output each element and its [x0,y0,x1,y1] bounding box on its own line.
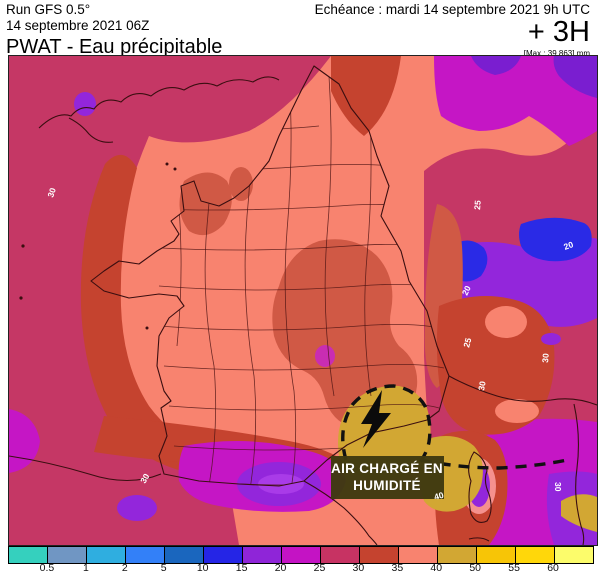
contour-labels: 30 25 20 20 25 30 30 30 40 30 [45,186,574,502]
echeance-label: Echéance : mardi 14 septembre 2021 9h UT… [314,2,590,17]
colorbar-tick-label: 60 [547,562,559,573]
map-frame: AIR CHARGÉ EN HUMIDITÉ 30 25 20 20 25 30 30 30 4… [8,55,598,546]
colorbar-tick-label: 20 [274,562,287,573]
contour-label: 30 [45,186,58,198]
colorbar-cell [9,547,48,563]
colorbar-tick-label: 30 [352,562,365,573]
colorbar-tick-label: 5 [160,562,167,573]
colorbar-cell [282,547,321,563]
pwat-map: AIR CHARGÉ EN HUMIDITÉ 30 25 20 20 25 30 30 30 4… [9,56,597,545]
colorbar-cell [399,547,438,563]
colorbar-cell [360,547,399,563]
colorbar-tick-label: 10 [196,562,209,573]
colorbar-tick-label: 0.5 [39,562,55,573]
colorbar-tick-label: 2 [121,562,128,573]
contour-label: 20 [562,239,575,252]
contour-label: 30 [476,380,488,391]
colorbar-tick-label: 15 [235,562,248,573]
colorbar [8,546,594,564]
colorbar-tick-label: 55 [508,562,520,573]
colorbar-cell [516,547,555,563]
run-model: Run GFS 0.5° [6,2,91,17]
lead-time-label: + 3H [527,16,590,48]
annotation-line1: AIR CHARGÉ EN [331,461,443,476]
colorbar-tick-label: 25 [313,562,326,573]
colorbar-cell [243,547,282,563]
pwat-field-regions [9,56,597,545]
colorbar-cell [165,547,204,563]
max-value-label: [Max : 39.863] mm [523,49,590,58]
coastlines [9,65,597,545]
page-title: PWAT - Eau précipitable [6,36,223,58]
contour-label: 20 [460,284,473,297]
contour-label: 30 [138,472,152,485]
colorbar-cell [555,547,593,563]
contour-label: 40 [433,490,445,502]
colorbar-ticks: 0.5 1 2 5 10 15 20 25 30 35 40 50 55 60 [8,562,592,573]
colorbar-cell [204,547,243,563]
annotation-box: AIR CHARGÉ EN HUMIDITÉ [331,456,444,499]
header-right: Echéance : mardi 14 septembre 2021 9h UT… [315,2,590,59]
colorbar-cell [48,547,87,563]
header-left: Run GFS 0.5° 14 septembre 2021 06Z PWAT … [6,2,222,59]
contour-label: 30 [553,482,563,492]
colorbar-tick-label: 40 [430,562,443,573]
colorbar-cell [126,547,165,563]
lightning-bolt-icon [361,390,391,448]
colorbar-cell [477,547,516,563]
colorbar-tick-label: 1 [82,562,89,573]
colorbar-cell [87,547,126,563]
colorbar-cell [321,547,360,563]
contour-label: 25 [472,200,483,211]
run-date: 14 septembre 2021 06Z [6,18,150,33]
annotation-line2: HUMIDITÉ [353,478,421,493]
colorbar-tick-label: 50 [469,562,482,573]
contour-label: 30 [540,353,551,364]
colorbar-tick-label: 35 [391,562,404,573]
colorbar-cell [438,547,477,563]
contour-label: 25 [461,337,473,349]
